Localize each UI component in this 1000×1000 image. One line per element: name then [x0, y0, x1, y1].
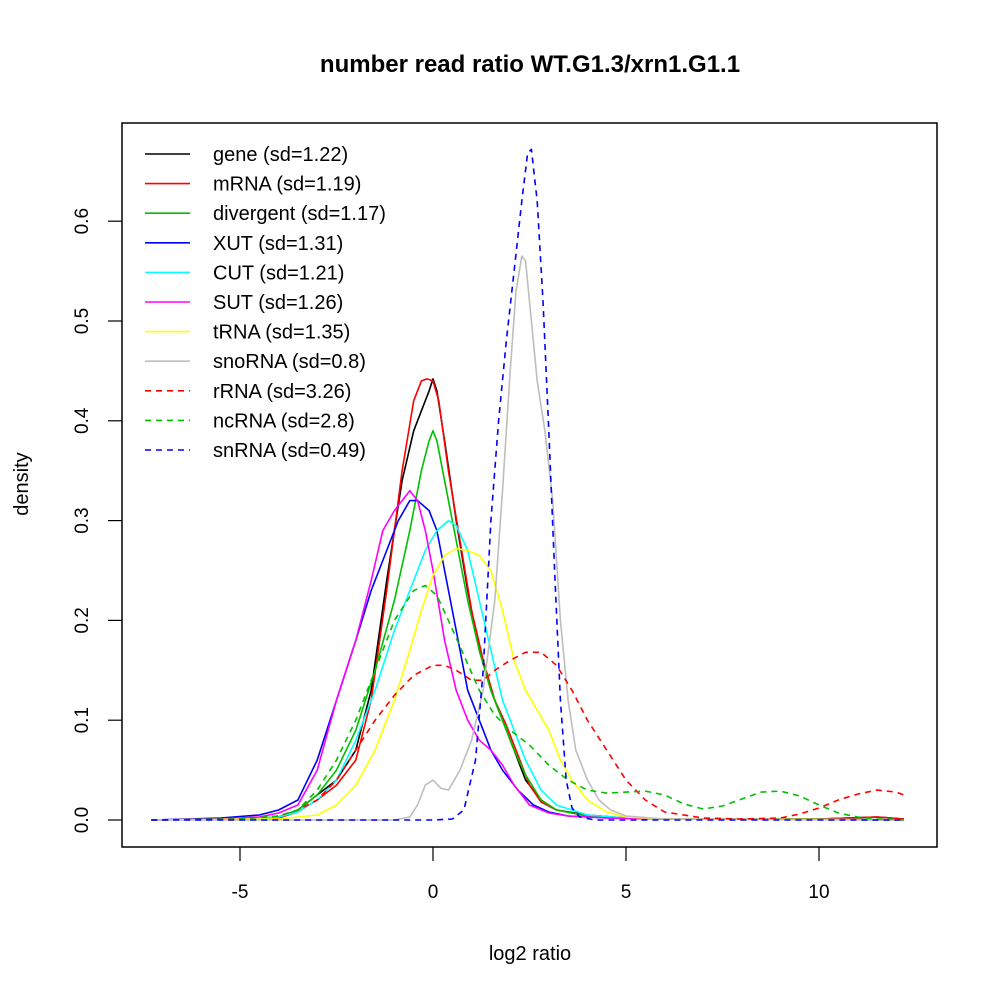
x-tick-label: 5 [621, 882, 632, 903]
x-tick-label: 10 [808, 882, 829, 903]
legend-label: SUT (sd=1.26) [213, 292, 343, 314]
y-tick-label: 0.5 [72, 308, 93, 334]
legend-label: ncRNA (sd=2.8) [213, 410, 355, 432]
chart-title: number read ratio WT.G1.3/xrn1.G1.1 [320, 51, 740, 78]
y-axis: 0.0 0.1 0.2 0.3 0.4 0.5 0.6 [72, 208, 122, 833]
series-line-6 [151, 547, 904, 821]
x-axis-label: log2 ratio [489, 943, 571, 965]
legend-label: snRNA (sd=0.49) [213, 440, 366, 462]
legend-label: mRNA (sd=1.19) [213, 174, 361, 196]
series-line-9 [151, 584, 905, 821]
y-tick-label: 0.4 [72, 407, 93, 434]
series-line-2 [151, 429, 904, 821]
y-tick-label: 0.2 [72, 607, 93, 633]
legend-label: tRNA (sd=1.35) [213, 322, 350, 344]
legend-label: CUT (sd=1.21) [213, 262, 344, 284]
series-layer [151, 148, 905, 821]
legend-label: rRNA (sd=3.26) [213, 381, 351, 403]
y-tick-label: 0.6 [72, 208, 93, 234]
y-axis-label: density [11, 452, 33, 515]
legend: gene (sd=1.22) mRNA (sd=1.19) divergent (s… [145, 144, 386, 462]
x-tick-label: -5 [232, 882, 249, 903]
series-line-7 [151, 255, 904, 821]
series-line-5 [151, 489, 904, 821]
series-line-8 [151, 651, 905, 821]
plot-frame [121, 122, 938, 848]
legend-label: gene (sd=1.22) [213, 144, 348, 166]
legend-label: divergent (sd=1.17) [213, 203, 386, 225]
y-tick-label: 0.0 [72, 807, 93, 833]
x-axis: -5 0 5 10 [232, 847, 830, 903]
legend-label: snoRNA (sd=0.8) [213, 351, 366, 373]
x-tick-label: 0 [428, 882, 439, 903]
y-tick-label: 0.1 [72, 707, 93, 733]
y-tick-label: 0.3 [72, 507, 93, 533]
legend-label: XUT (sd=1.31) [213, 233, 343, 255]
